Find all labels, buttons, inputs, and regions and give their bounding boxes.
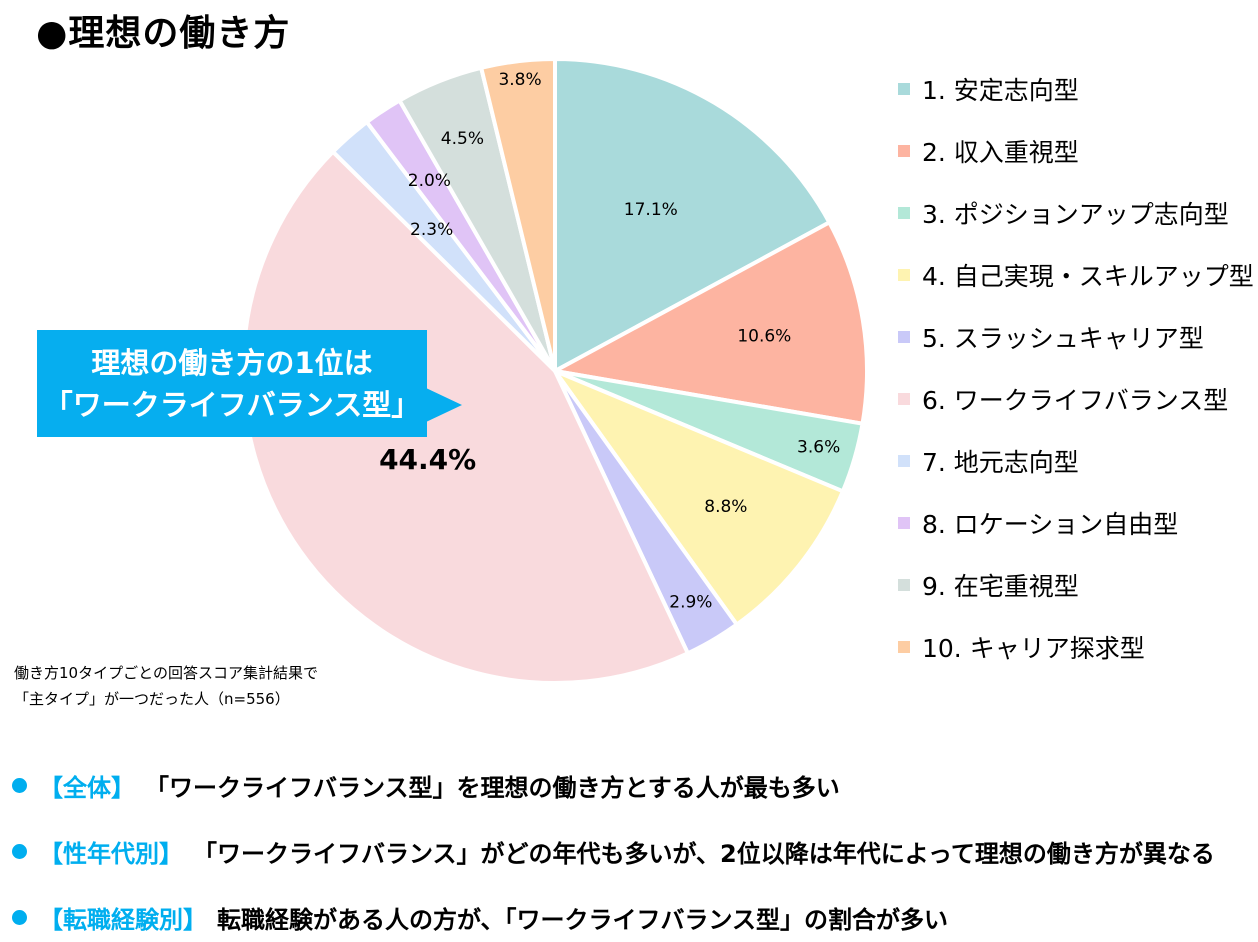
slice-label: 4.5% xyxy=(441,129,484,149)
bullet-dot-icon xyxy=(12,910,27,925)
legend-label: 6. ワークライフバランス型 xyxy=(922,386,1229,415)
summary-tag: 【全体】 xyxy=(39,774,135,802)
pie-slice xyxy=(553,220,869,426)
legend-swatch xyxy=(898,579,910,591)
legend-swatch xyxy=(898,331,910,343)
legend-swatch xyxy=(898,145,910,157)
callout-pointer xyxy=(426,388,462,422)
legend-swatch xyxy=(898,207,910,219)
legend-swatch xyxy=(898,517,910,529)
legend-label: 9. 在宅重視型 xyxy=(922,572,1079,601)
pie-slice xyxy=(553,57,832,373)
slice-label: 44.4% xyxy=(379,443,476,476)
summary-item: 【全体】 「ワークライフバランス型」を理想の働き方とする人が最も多い xyxy=(12,768,840,803)
callout-box: 理想の働き方の1位は 「ワークライフバランス型」 xyxy=(37,330,427,437)
legend-item: 9. 在宅重視型 xyxy=(898,554,1248,616)
legend-item: 1. 安定志向型 xyxy=(898,58,1248,120)
slice-label: 3.8% xyxy=(498,70,541,90)
slice-label: 17.1% xyxy=(624,200,678,220)
pie-slice xyxy=(241,149,690,685)
footnote-line: 働き方10タイプごとの回答スコア集計結果で xyxy=(14,664,318,682)
slice-label: 3.6% xyxy=(797,438,840,458)
legend-label: 2. 収入重視型 xyxy=(922,138,1079,167)
chart-legend: 1. 安定志向型 2. 収入重視型 3. ポジションアップ志向型 4. 自己実現… xyxy=(898,58,1254,678)
legend-swatch xyxy=(898,269,910,281)
summary-tag: 【転職経験別】 xyxy=(39,906,207,934)
legend-label: 1. 安定志向型 xyxy=(922,76,1079,105)
slice-label: 10.6% xyxy=(737,326,791,346)
callout-line: 理想の働き方の1位は xyxy=(91,345,373,380)
legend-item: 5. スラッシュキャリア型 xyxy=(898,306,1248,368)
pie-slice xyxy=(479,57,557,373)
footnote: 働き方10タイプごとの回答スコア集計結果で 「主タイプ」が一つだった人（n=55… xyxy=(14,660,318,712)
pie-slice xyxy=(553,369,845,627)
legend-swatch xyxy=(898,455,910,467)
legend-label: 10. キャリア探求型 xyxy=(922,634,1145,663)
summary-text: 「ワークライフバランス型」を理想の働き方とする人が最も多い xyxy=(145,774,840,802)
legend-swatch xyxy=(898,83,910,95)
page-title: ●理想の働き方 xyxy=(36,13,291,54)
legend-label: 3. ポジションアップ志向型 xyxy=(922,200,1229,229)
legend-label: 4. 自己実現・スキルアップ型 xyxy=(922,262,1254,291)
legend-item: 8. ロケーション自由型 xyxy=(898,492,1248,554)
summary-text: 転職経験がある人の方が、「ワークライフバランス型」の割合が多い xyxy=(217,906,949,934)
bullet-dot-icon xyxy=(12,778,27,793)
slice-label: 2.0% xyxy=(408,171,451,191)
legend-item: 3. ポジションアップ志向型 xyxy=(898,182,1248,244)
legend-label: 8. ロケーション自由型 xyxy=(922,510,1179,539)
summary-tag: 【性年代別】 xyxy=(39,840,183,868)
slice-label: 2.3% xyxy=(410,220,453,240)
bullet-dot-icon xyxy=(12,844,27,859)
slice-label: 8.8% xyxy=(704,497,747,517)
legend-item: 7. 地元志向型 xyxy=(898,430,1248,492)
legend-item: 10. キャリア探求型 xyxy=(898,616,1248,678)
slice-label: 2.9% xyxy=(669,592,712,612)
legend-swatch xyxy=(898,393,910,405)
footnote-line: 「主タイプ」が一つだった人（n=556） xyxy=(14,690,290,708)
legend-item: 6. ワークライフバランス型 xyxy=(898,368,1248,430)
summary-item: 【性年代別】 「ワークライフバランス」がどの年代も多いが、2位以降は年代によって… xyxy=(12,834,1215,869)
summary-text: 「ワークライフバランス」がどの年代も多いが、2位以降は年代によって理想の働き方が… xyxy=(193,840,1215,868)
legend-swatch xyxy=(898,641,910,653)
legend-label: 7. 地元志向型 xyxy=(922,448,1079,477)
legend-label: 5. スラッシュキャリア型 xyxy=(922,324,1204,353)
summary-item: 【転職経験別】 転職経験がある人の方が、「ワークライフバランス型」の割合が多い xyxy=(12,900,948,935)
legend-item: 4. 自己実現・スキルアップ型 xyxy=(898,244,1254,306)
callout-line: 「ワークライフバランス型」 xyxy=(43,387,421,422)
legend-item: 2. 収入重視型 xyxy=(898,120,1248,182)
